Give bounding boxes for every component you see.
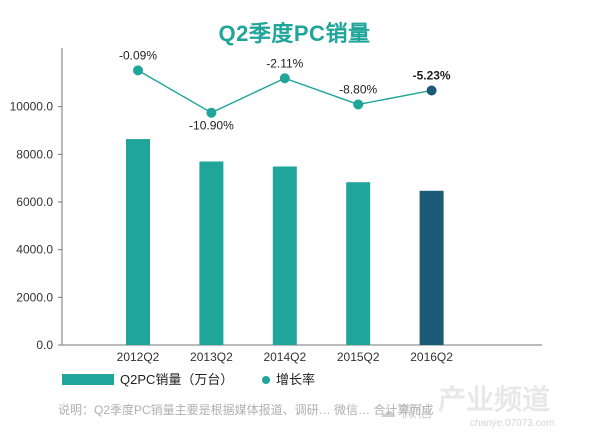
bar-2014Q2 <box>272 166 297 345</box>
growth-point <box>279 73 290 84</box>
growth-point <box>206 107 217 118</box>
bar-2012Q2 <box>126 139 150 345</box>
growth-point <box>426 85 437 96</box>
y-tick-label: 4000.0 <box>16 243 53 257</box>
y-tick-label: 8000.0 <box>16 147 53 161</box>
y-tick-label: 10000.0 <box>10 100 54 114</box>
x-tick-label: 2014Q2 <box>263 350 306 364</box>
legend-line-swatch <box>262 376 270 384</box>
x-tick-label: 2012Q2 <box>117 350 160 364</box>
growth-point <box>133 65 143 76</box>
bar-2016Q2 <box>419 190 444 345</box>
legend-line-label: 增长率 <box>276 372 315 387</box>
bar-2013Q2 <box>199 161 224 345</box>
x-tick-label: 2013Q2 <box>190 350 233 364</box>
growth-label: -8.80% <box>339 82 377 96</box>
x-tick-label: 2016Q2 <box>410 350 453 364</box>
x-tick-label: 2015Q2 <box>337 350 380 364</box>
watermark: 产业频道 <box>438 383 551 416</box>
growth-label: -2.11% <box>266 56 303 70</box>
growth-label: -5.23% <box>413 68 451 82</box>
legend-bar-label: Q2PC销量（万台） <box>120 372 233 387</box>
wechat-icon: ☁ 微信 <box>380 404 433 421</box>
legend-bar-swatch <box>62 374 114 385</box>
growth-label: -10.90% <box>189 119 234 133</box>
y-tick-label: 6000.0 <box>16 195 53 209</box>
bar-2015Q2 <box>346 182 371 345</box>
watermark-url: chanye.07073.com <box>470 418 555 429</box>
y-tick-label: 2000.0 <box>16 290 53 304</box>
footnote: 说明：Q2季度PC销量主要是根据媒体报道、调研… 微信… 合计算而成 <box>58 403 434 417</box>
y-tick-label: 0.0 <box>36 338 53 352</box>
growth-label: -0.09% <box>119 48 157 62</box>
growth-point <box>353 99 364 110</box>
chart-title: Q2季度PC销量 <box>218 21 371 46</box>
